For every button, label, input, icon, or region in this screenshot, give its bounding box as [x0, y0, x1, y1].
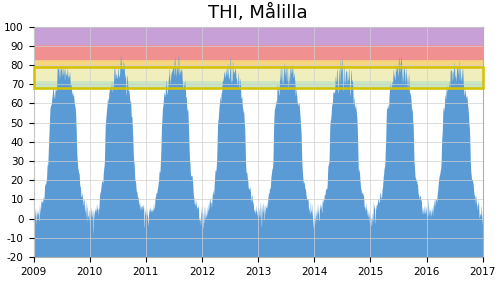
Bar — [34, 67, 482, 80]
Bar — [34, 44, 482, 59]
Bar — [34, 27, 482, 44]
Bar — [34, 59, 482, 67]
Bar — [34, 80, 482, 88]
Title: THI, Målilla: THI, Målilla — [208, 4, 308, 22]
Bar — [34, 67, 482, 88]
